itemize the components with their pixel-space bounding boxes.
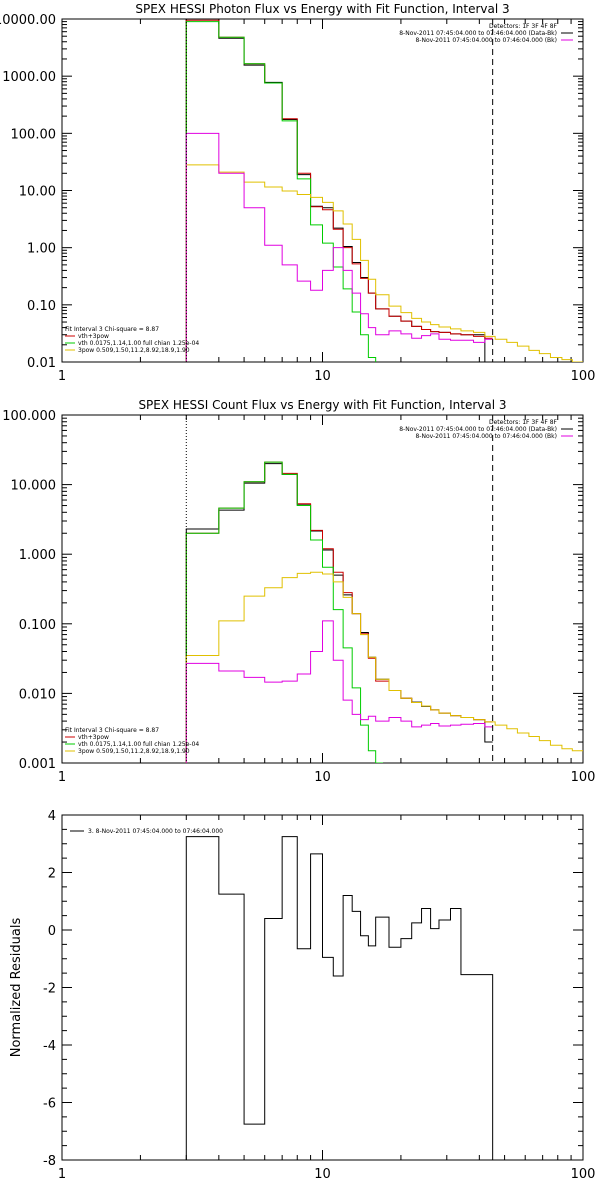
chart-panel-2: SPEX HESSI Count Flux vs Energy with Fit… <box>2 398 595 785</box>
x-tick-label: 100 <box>571 770 596 785</box>
plot-frame <box>61 414 584 764</box>
y-tick-label: 10000.00 <box>0 13 56 28</box>
y-tick-label: 1.00 <box>27 242 56 257</box>
series-power-law <box>185 571 583 763</box>
series-group <box>185 19 583 362</box>
y-tick-label: 1000.00 <box>2 70 56 85</box>
legend-tr-item: 8-Nov-2011 07:45:04.000 to 07:46:04.000 … <box>415 37 557 44</box>
x-tick-label: 100 <box>571 1167 596 1182</box>
legend-tr-item: 8-Nov-2011 07:45:04.000 to 07:46:04.000 … <box>415 433 557 440</box>
series-thermal <box>185 21 377 362</box>
legend-tr-item: 8-Nov-2011 07:45:04.000 to 07:46:04.000 … <box>399 426 557 433</box>
y-tick-label: 1.000 <box>19 548 56 563</box>
x-tick-label: 10 <box>314 770 331 785</box>
legend-tl-item: 3. 8-Nov-2011 07:45:04.000 to 07:46:04.0… <box>88 828 223 835</box>
y-tick-label: 100.000 <box>2 409 56 424</box>
y-axis-label: Normalized Residuals <box>9 918 24 1058</box>
y-tick-label: -6 <box>43 1097 56 1112</box>
y-tick-label: 10.00 <box>19 185 56 200</box>
series-group <box>185 836 494 1160</box>
y-tick-label: 100.00 <box>11 127 57 142</box>
legend-bl-item: vth 0.0175,1.14,1.00 full chian 1.25e-04 <box>78 741 199 748</box>
y-tick-label: 0.100 <box>19 618 56 633</box>
y-tick-label: 0 <box>48 924 56 939</box>
series-power-law <box>185 164 583 362</box>
y-tick-label: 10.000 <box>11 479 57 494</box>
legend-bl-item: vth+3pow <box>78 333 109 340</box>
x-tick-label: 10 <box>314 369 331 384</box>
y-tick-label: 0.010 <box>19 687 56 702</box>
y-tick-label: 0.10 <box>27 299 56 314</box>
legend-tr-item: Detectors: 1F 3F 4F 8F <box>489 419 558 426</box>
x-tick-label: 100 <box>571 369 596 384</box>
series-residuals <box>185 836 494 1160</box>
legend-bl-item: vth 0.0175,1.14,1.00 full chian 1.25e-04 <box>78 340 199 347</box>
x-tick-label: 1 <box>58 1167 66 1182</box>
series-fit-total <box>185 19 493 362</box>
x-tick-label: 1 <box>58 369 66 384</box>
y-tick-label: 0.001 <box>19 757 56 772</box>
chart-panel-3: Normalized Residuals 1 10 100 -8 -6 -4 -2 0 2 4 3. … <box>9 809 595 1182</box>
y-tick-label: 2 <box>48 867 56 882</box>
legend-bl-item: 3pow 0.509,1.50,11.2,8.92,18.9,1.90 <box>78 748 190 755</box>
legend-bl-item: Fit Interval 3 Chi-square = 8.87 <box>65 326 159 333</box>
series-data <box>185 19 493 362</box>
y-tick-label: 4 <box>48 809 56 824</box>
y-tick-label: -4 <box>43 1039 56 1054</box>
series-group <box>185 461 583 763</box>
series-data <box>185 463 493 763</box>
legend-bl-item: vth+3pow <box>78 734 109 741</box>
legend-bl-item: Fit Interval 3 Chi-square = 8.87 <box>65 727 159 734</box>
chart-title: SPEX HESSI Photon Flux vs Energy with Fi… <box>135 2 509 16</box>
legend-tr-item: Detectors: 1F 3F 4F 8F <box>489 23 558 30</box>
chart-panel-1: SPEX HESSI Photon Flux vs Energy with Fi… <box>0 2 595 384</box>
x-tick-label: 10 <box>314 1167 331 1182</box>
y-tick-label: -2 <box>43 982 56 997</box>
y-tick-label: -8 <box>43 1154 56 1169</box>
plot-frame <box>61 18 584 363</box>
series-background <box>185 132 493 362</box>
series-background <box>185 620 493 763</box>
legend-tr-item: 8-Nov-2011 07:45:04.000 to 07:46:04.000 … <box>399 30 557 37</box>
legend-bl-item: 3pow 0.509,1.50,11.2,8.92,18.9,1.90 <box>78 347 190 354</box>
x-tick-label: 1 <box>58 770 66 785</box>
y-tick-label: 0.01 <box>27 356 56 371</box>
series-thermal <box>185 461 384 763</box>
chart-title: SPEX HESSI Count Flux vs Energy with Fit… <box>138 398 506 412</box>
